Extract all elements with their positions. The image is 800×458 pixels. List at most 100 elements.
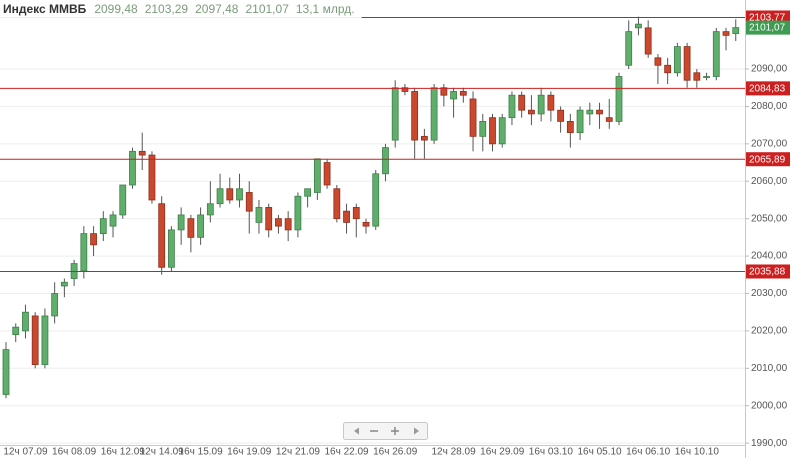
candle-body — [459, 91, 467, 96]
y-tick-label: 2080,00 — [751, 101, 788, 112]
y-tick-label: 2040,00 — [751, 251, 788, 262]
candle-body — [138, 150, 146, 156]
candle-body — [372, 173, 380, 227]
x-tick-label: 16ч 19.09 — [227, 447, 272, 458]
candle-body — [158, 203, 166, 268]
candle-body — [703, 76, 710, 78]
x-tick-label: 16ч 29.09 — [480, 447, 525, 458]
candle-body — [206, 203, 214, 216]
candle-body — [683, 46, 691, 81]
candle-body — [635, 23, 642, 29]
candle-body — [12, 326, 20, 336]
x-tick-label: 16ч 22.09 — [324, 447, 369, 458]
x-tick-label: 16ч 15.09 — [179, 447, 224, 458]
x-tick-label: 16ч 08.09 — [52, 447, 97, 458]
level-label: 2084,83 — [749, 84, 786, 95]
last-price-box — [746, 20, 790, 35]
candle-body — [537, 94, 545, 115]
candle-body — [187, 218, 195, 238]
candle-body — [566, 120, 574, 134]
candle-body — [382, 147, 389, 175]
candle-body — [80, 233, 88, 272]
candle-body — [391, 87, 399, 141]
header-value: 2103,29 — [145, 2, 189, 16]
candle-body — [294, 195, 302, 231]
header: Индекс ММВБ 2099,48 2103,29 2097,48 2101,07… — [0, 0, 362, 20]
nav-left[interactable] — [354, 427, 359, 435]
candle-body — [90, 233, 97, 246]
candle-body — [557, 109, 565, 122]
candle-body — [177, 214, 185, 231]
candle-body — [323, 162, 331, 186]
y-tick-label: 2010,00 — [751, 363, 788, 374]
candle-body — [586, 109, 594, 115]
y-tick-label: 2000,00 — [751, 400, 788, 411]
candle-body — [664, 64, 672, 74]
nav-right[interactable] — [414, 427, 419, 435]
last-price-label: 2101,07 — [749, 23, 786, 34]
candle-body — [528, 109, 535, 115]
level-label-box — [746, 152, 790, 167]
x-tick-label: 16ч 06.10 — [626, 447, 671, 458]
candle-body — [2, 349, 10, 395]
candle-body — [236, 188, 243, 201]
candle-body — [625, 31, 633, 66]
candle-body — [333, 188, 341, 220]
candle-body — [615, 76, 623, 122]
x-tick-label: 16ч 03.10 — [529, 447, 574, 458]
y-tick-label: 2090,00 — [751, 64, 788, 75]
candle-body — [245, 192, 253, 212]
candle-body — [712, 31, 720, 77]
candle-body — [576, 109, 584, 134]
candle-body — [284, 218, 292, 231]
candle-body — [547, 94, 555, 111]
candle-body — [362, 222, 370, 227]
candle-body — [31, 315, 39, 365]
candle-body — [129, 150, 136, 186]
x-tick-label: 12ч 07.09 — [3, 447, 48, 458]
header-bg — [0, 0, 362, 20]
candle-body — [596, 109, 603, 115]
candle-body — [304, 188, 312, 197]
candle-body — [518, 94, 526, 111]
candle-body — [119, 184, 127, 216]
y-tick-label: 2060,00 — [751, 176, 788, 187]
x-tick-label: 16ч 05.10 — [577, 447, 622, 458]
candle-body — [60, 281, 68, 287]
candle-body — [22, 311, 29, 332]
candle-body — [352, 207, 360, 220]
y-tick-label: 2070,00 — [751, 138, 788, 149]
x-tick-label: 12ч 21.09 — [276, 447, 321, 458]
candle-body — [313, 158, 321, 193]
candle-body — [498, 117, 506, 145]
level-label: 2065,89 — [749, 154, 786, 165]
y-tick-label: 2050,00 — [751, 213, 788, 224]
level-label-box — [746, 264, 790, 279]
chart-title: Индекс ММВБ — [3, 2, 87, 16]
candle-body — [693, 72, 701, 81]
candle-body — [469, 98, 477, 137]
candle-body — [673, 46, 681, 74]
candle-body — [440, 87, 448, 96]
header-value: 2099,48 — [94, 2, 138, 16]
candle-body — [732, 27, 740, 34]
candle-body — [430, 87, 438, 141]
candle-body — [275, 218, 282, 227]
header-value: 2101,07 — [245, 2, 289, 16]
candle-body — [41, 315, 49, 365]
candle-body — [644, 27, 652, 55]
x-tick-label: 16ч 12.09 — [101, 447, 146, 458]
candle-body — [401, 87, 409, 92]
candle-body — [109, 214, 117, 227]
candle-body — [197, 214, 205, 238]
candle-body — [450, 91, 457, 100]
nav-box — [343, 422, 428, 440]
candle-body — [654, 57, 662, 66]
nav-control[interactable] — [343, 422, 428, 440]
candle-body — [226, 188, 234, 201]
y-tick-label: 2020,00 — [751, 326, 788, 337]
candle-body — [722, 31, 730, 36]
